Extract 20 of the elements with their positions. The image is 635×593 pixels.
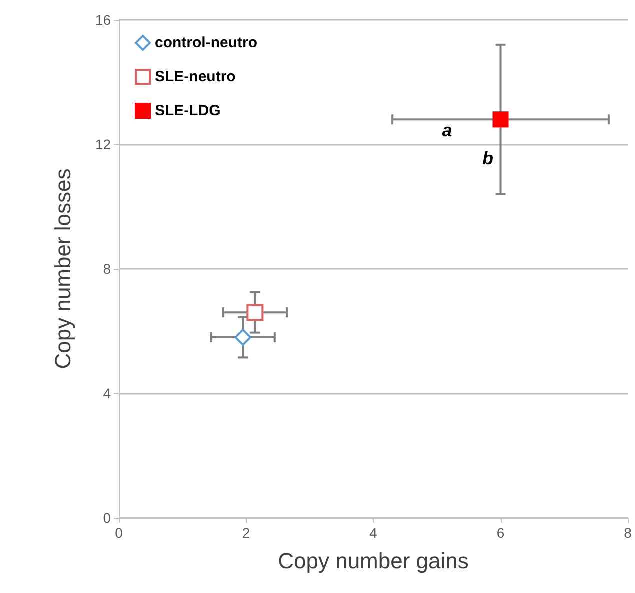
legend-label: SLE-LDG — [155, 102, 221, 120]
y-axis-title: Copy number losses — [50, 168, 76, 370]
point — [246, 304, 264, 322]
legend-label: SLE-neutro — [155, 68, 236, 86]
x-tick-label: 0 — [115, 525, 124, 541]
annotation: a — [442, 120, 452, 141]
y-tick-label: 16 — [95, 12, 112, 28]
point — [492, 112, 509, 128]
y-tick-label: 4 — [103, 386, 112, 402]
x-tick-label: 2 — [242, 525, 250, 541]
y-tick-label: 8 — [103, 261, 112, 277]
x-tick-label: 4 — [370, 525, 378, 541]
y-tick-label: 12 — [95, 136, 112, 152]
legend-label: control-neutro — [155, 34, 258, 52]
annotation: b — [482, 148, 494, 168]
point — [234, 328, 252, 346]
y-tick-label: 0 — [103, 510, 112, 526]
x-tick-label: 6 — [496, 525, 505, 541]
x-axis-title: Copy number gains — [278, 548, 469, 574]
x-tick-label: 8 — [624, 525, 632, 541]
